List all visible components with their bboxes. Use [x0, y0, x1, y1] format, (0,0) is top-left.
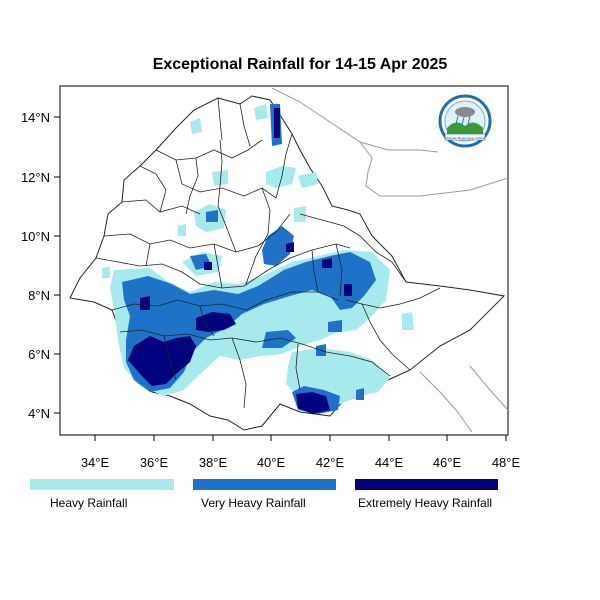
x-tick-label: 34°E [81, 455, 110, 470]
map-title: Exceptional Rainfall for 14-15 Apr 2025 [152, 56, 448, 73]
x-tick-label: 46°E [433, 455, 462, 470]
legend-label-very-heavy: Very Heavy Rainfall [201, 496, 306, 510]
neighbour-borders [271, 87, 509, 433]
y-tick-label: 8°N [28, 288, 50, 303]
x-tick-label: 48°E [492, 455, 521, 470]
map-frame [59, 85, 509, 436]
legend-label-heavy: Heavy Rainfall [50, 496, 128, 510]
rain-extremely-heavy [128, 108, 352, 414]
admin-borders [95, 97, 441, 409]
y-ticks [54, 116, 60, 414]
y-tick-label: 4°N [28, 406, 50, 421]
legend-swatch-very-heavy [193, 479, 336, 490]
x-tick-labels: 34°E 36°E 38°E 40°E 42°E 44°E 46°E 48°E [81, 455, 521, 470]
y-tick-label: 14°N [21, 110, 50, 125]
x-ticks [94, 435, 507, 441]
y-tick-label: 6°N [28, 347, 50, 362]
y-tick-label: 10°N [21, 229, 50, 244]
x-tick-label: 38°E [199, 455, 228, 470]
x-tick-label: 36°E [140, 455, 169, 470]
legend-swatch-extremely-heavy [355, 479, 498, 490]
y-tick-labels: 14°N 12°N 10°N 8°N 6°N 4°N [21, 110, 50, 421]
legend-swatch-heavy [30, 479, 174, 490]
logo-text: Ethiopian Meteorology Institute [444, 136, 486, 140]
legend-label-extremely-heavy: Extremely Heavy Rainfall [358, 496, 493, 510]
meteorology-institute-logo: Ethiopian Meteorology Institute [438, 94, 492, 148]
x-tick-label: 40°E [257, 455, 286, 470]
x-tick-label: 44°E [375, 455, 404, 470]
x-tick-label: 42°E [316, 455, 345, 470]
y-tick-label: 12°N [21, 170, 50, 185]
